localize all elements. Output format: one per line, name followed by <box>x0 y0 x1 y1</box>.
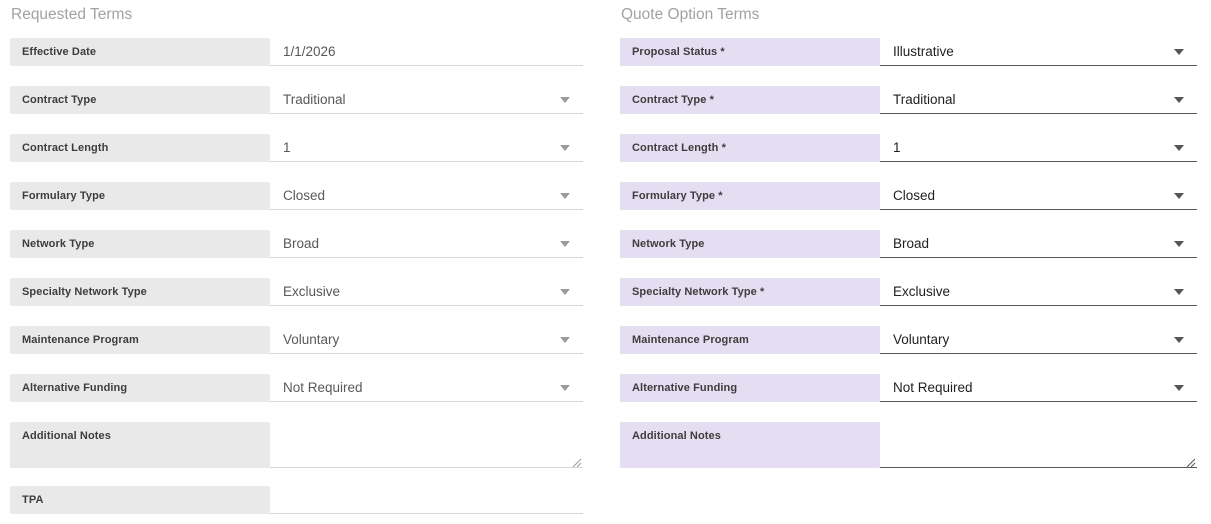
formulary-type-select[interactable]: Closed <box>270 182 583 210</box>
chevron-down-icon <box>1174 97 1184 103</box>
proposal-status-select[interactable]: Illustrative <box>880 38 1197 66</box>
contract-length-select[interactable]: 1 <box>880 134 1197 162</box>
formulary-type-label: Formulary Type * <box>620 182 880 210</box>
field-row-alternative-funding: Alternative Funding Not Required <box>10 374 583 402</box>
contract-length-select[interactable]: 1 <box>270 134 583 162</box>
chevron-down-icon <box>560 241 570 247</box>
chevron-down-icon <box>1174 289 1184 295</box>
contract-length-value: 1 <box>893 140 901 155</box>
field-row-tpa: TPA <box>10 486 583 514</box>
chevron-down-icon <box>1174 145 1184 151</box>
chevron-down-icon <box>560 337 570 343</box>
maintenance-program-select[interactable]: Voluntary <box>270 326 583 354</box>
field-row-formulary-type: Formulary Type * Closed <box>620 182 1197 210</box>
chevron-down-icon <box>1174 337 1184 343</box>
maintenance-program-select[interactable]: Voluntary <box>880 326 1197 354</box>
contract-length-label: Contract Length * <box>620 134 880 162</box>
field-row-contract-type: Contract Type * Traditional <box>620 86 1197 114</box>
field-row-proposal-status: Proposal Status * Illustrative <box>620 38 1197 66</box>
quote-option-terms-panel: Quote Option Terms Proposal Status * Illu… <box>620 0 1197 468</box>
contract-type-value: Traditional <box>893 92 956 107</box>
specialty-network-type-select[interactable]: Exclusive <box>880 278 1197 306</box>
alternative-funding-label: Alternative Funding <box>620 374 880 402</box>
chevron-down-icon <box>1174 241 1184 247</box>
field-row-formulary-type: Formulary Type Closed <box>10 182 583 210</box>
maintenance-program-label: Maintenance Program <box>620 326 880 354</box>
additional-notes-label: Additional Notes <box>620 422 880 468</box>
section-title: Quote Option Terms <box>621 6 760 23</box>
tpa-label: TPA <box>10 486 270 514</box>
alternative-funding-select[interactable]: Not Required <box>270 374 583 402</box>
chevron-down-icon <box>560 289 570 295</box>
effective-date-input[interactable]: 1/1/2026 <box>270 38 583 66</box>
specialty-network-type-value: Exclusive <box>283 284 341 299</box>
chevron-down-icon <box>560 385 570 391</box>
formulary-type-select[interactable]: Closed <box>880 182 1197 210</box>
network-type-select[interactable]: Broad <box>880 230 1197 258</box>
chevron-down-icon <box>560 145 570 151</box>
contract-type-select[interactable]: Traditional <box>270 86 583 114</box>
contract-type-select[interactable]: Traditional <box>880 86 1197 114</box>
field-row-network-type: Network Type Broad <box>10 230 583 258</box>
contract-type-label: Contract Type * <box>620 86 880 114</box>
specialty-network-type-value: Exclusive <box>893 284 951 299</box>
proposal-status-label: Proposal Status * <box>620 38 880 66</box>
contract-type-value: Traditional <box>283 92 346 107</box>
field-row-specialty-network-type: Specialty Network Type Exclusive <box>10 278 583 306</box>
network-type-select[interactable]: Broad <box>270 230 583 258</box>
resize-handle[interactable] <box>1186 456 1196 468</box>
additional-notes-label: Additional Notes <box>10 422 270 468</box>
maintenance-program-label: Maintenance Program <box>10 326 270 354</box>
network-type-value: Broad <box>893 236 930 251</box>
chevron-down-icon <box>560 97 570 103</box>
tpa-input[interactable] <box>270 486 583 514</box>
field-row-contract-type: Contract Type Traditional <box>10 86 583 114</box>
specialty-network-type-select[interactable]: Exclusive <box>270 278 583 306</box>
field-row-contract-length: Contract Length * 1 <box>620 134 1197 162</box>
effective-date-value: 1/1/2026 <box>283 44 336 59</box>
field-row-maintenance-program: Maintenance Program Voluntary <box>620 326 1197 354</box>
effective-date-label: Effective Date <box>10 38 270 66</box>
specialty-network-type-label: Specialty Network Type <box>10 278 270 306</box>
field-row-network-type: Network Type Broad <box>620 230 1197 258</box>
network-type-value: Broad <box>283 236 320 251</box>
proposal-status-value: Illustrative <box>893 44 954 59</box>
contract-length-label: Contract Length <box>10 134 270 162</box>
requested-terms-fields: Effective Date 1/1/2026 Contract Type Tradi… <box>10 38 583 514</box>
alternative-funding-select[interactable]: Not Required <box>880 374 1197 402</box>
additional-notes-textarea[interactable] <box>270 422 583 468</box>
maintenance-program-value: Voluntary <box>283 332 340 347</box>
field-row-maintenance-program: Maintenance Program Voluntary <box>10 326 583 354</box>
field-row-effective-date: Effective Date 1/1/2026 <box>10 38 583 66</box>
alternative-funding-label: Alternative Funding <box>10 374 270 402</box>
formulary-type-value: Closed <box>893 188 936 203</box>
contract-type-label: Contract Type <box>10 86 270 114</box>
requested-terms-panel: Requested Terms Effective Date 1/1/2026 Co… <box>10 0 583 514</box>
network-type-label: Network Type <box>620 230 880 258</box>
section-title: Requested Terms <box>11 6 133 23</box>
specialty-network-type-label: Specialty Network Type * <box>620 278 880 306</box>
chevron-down-icon <box>560 193 570 199</box>
resize-handle[interactable] <box>572 456 582 468</box>
alternative-funding-value: Not Required <box>893 380 973 395</box>
field-row-alternative-funding: Alternative Funding Not Required <box>620 374 1197 402</box>
chevron-down-icon <box>1174 49 1184 55</box>
field-row-specialty-network-type: Specialty Network Type * Exclusive <box>620 278 1197 306</box>
formulary-type-label: Formulary Type <box>10 182 270 210</box>
field-row-contract-length: Contract Length 1 <box>10 134 583 162</box>
field-row-additional-notes: Additional Notes <box>10 422 583 468</box>
chevron-down-icon <box>1174 385 1184 391</box>
formulary-type-value: Closed <box>283 188 326 203</box>
maintenance-program-value: Voluntary <box>893 332 950 347</box>
field-row-additional-notes: Additional Notes <box>620 422 1197 468</box>
contract-length-value: 1 <box>283 140 291 155</box>
network-type-label: Network Type <box>10 230 270 258</box>
quote-option-terms-fields: Proposal Status * Illustrative Contract Ty… <box>620 38 1197 468</box>
additional-notes-textarea[interactable] <box>880 422 1197 468</box>
chevron-down-icon <box>1174 193 1184 199</box>
alternative-funding-value: Not Required <box>283 380 363 395</box>
